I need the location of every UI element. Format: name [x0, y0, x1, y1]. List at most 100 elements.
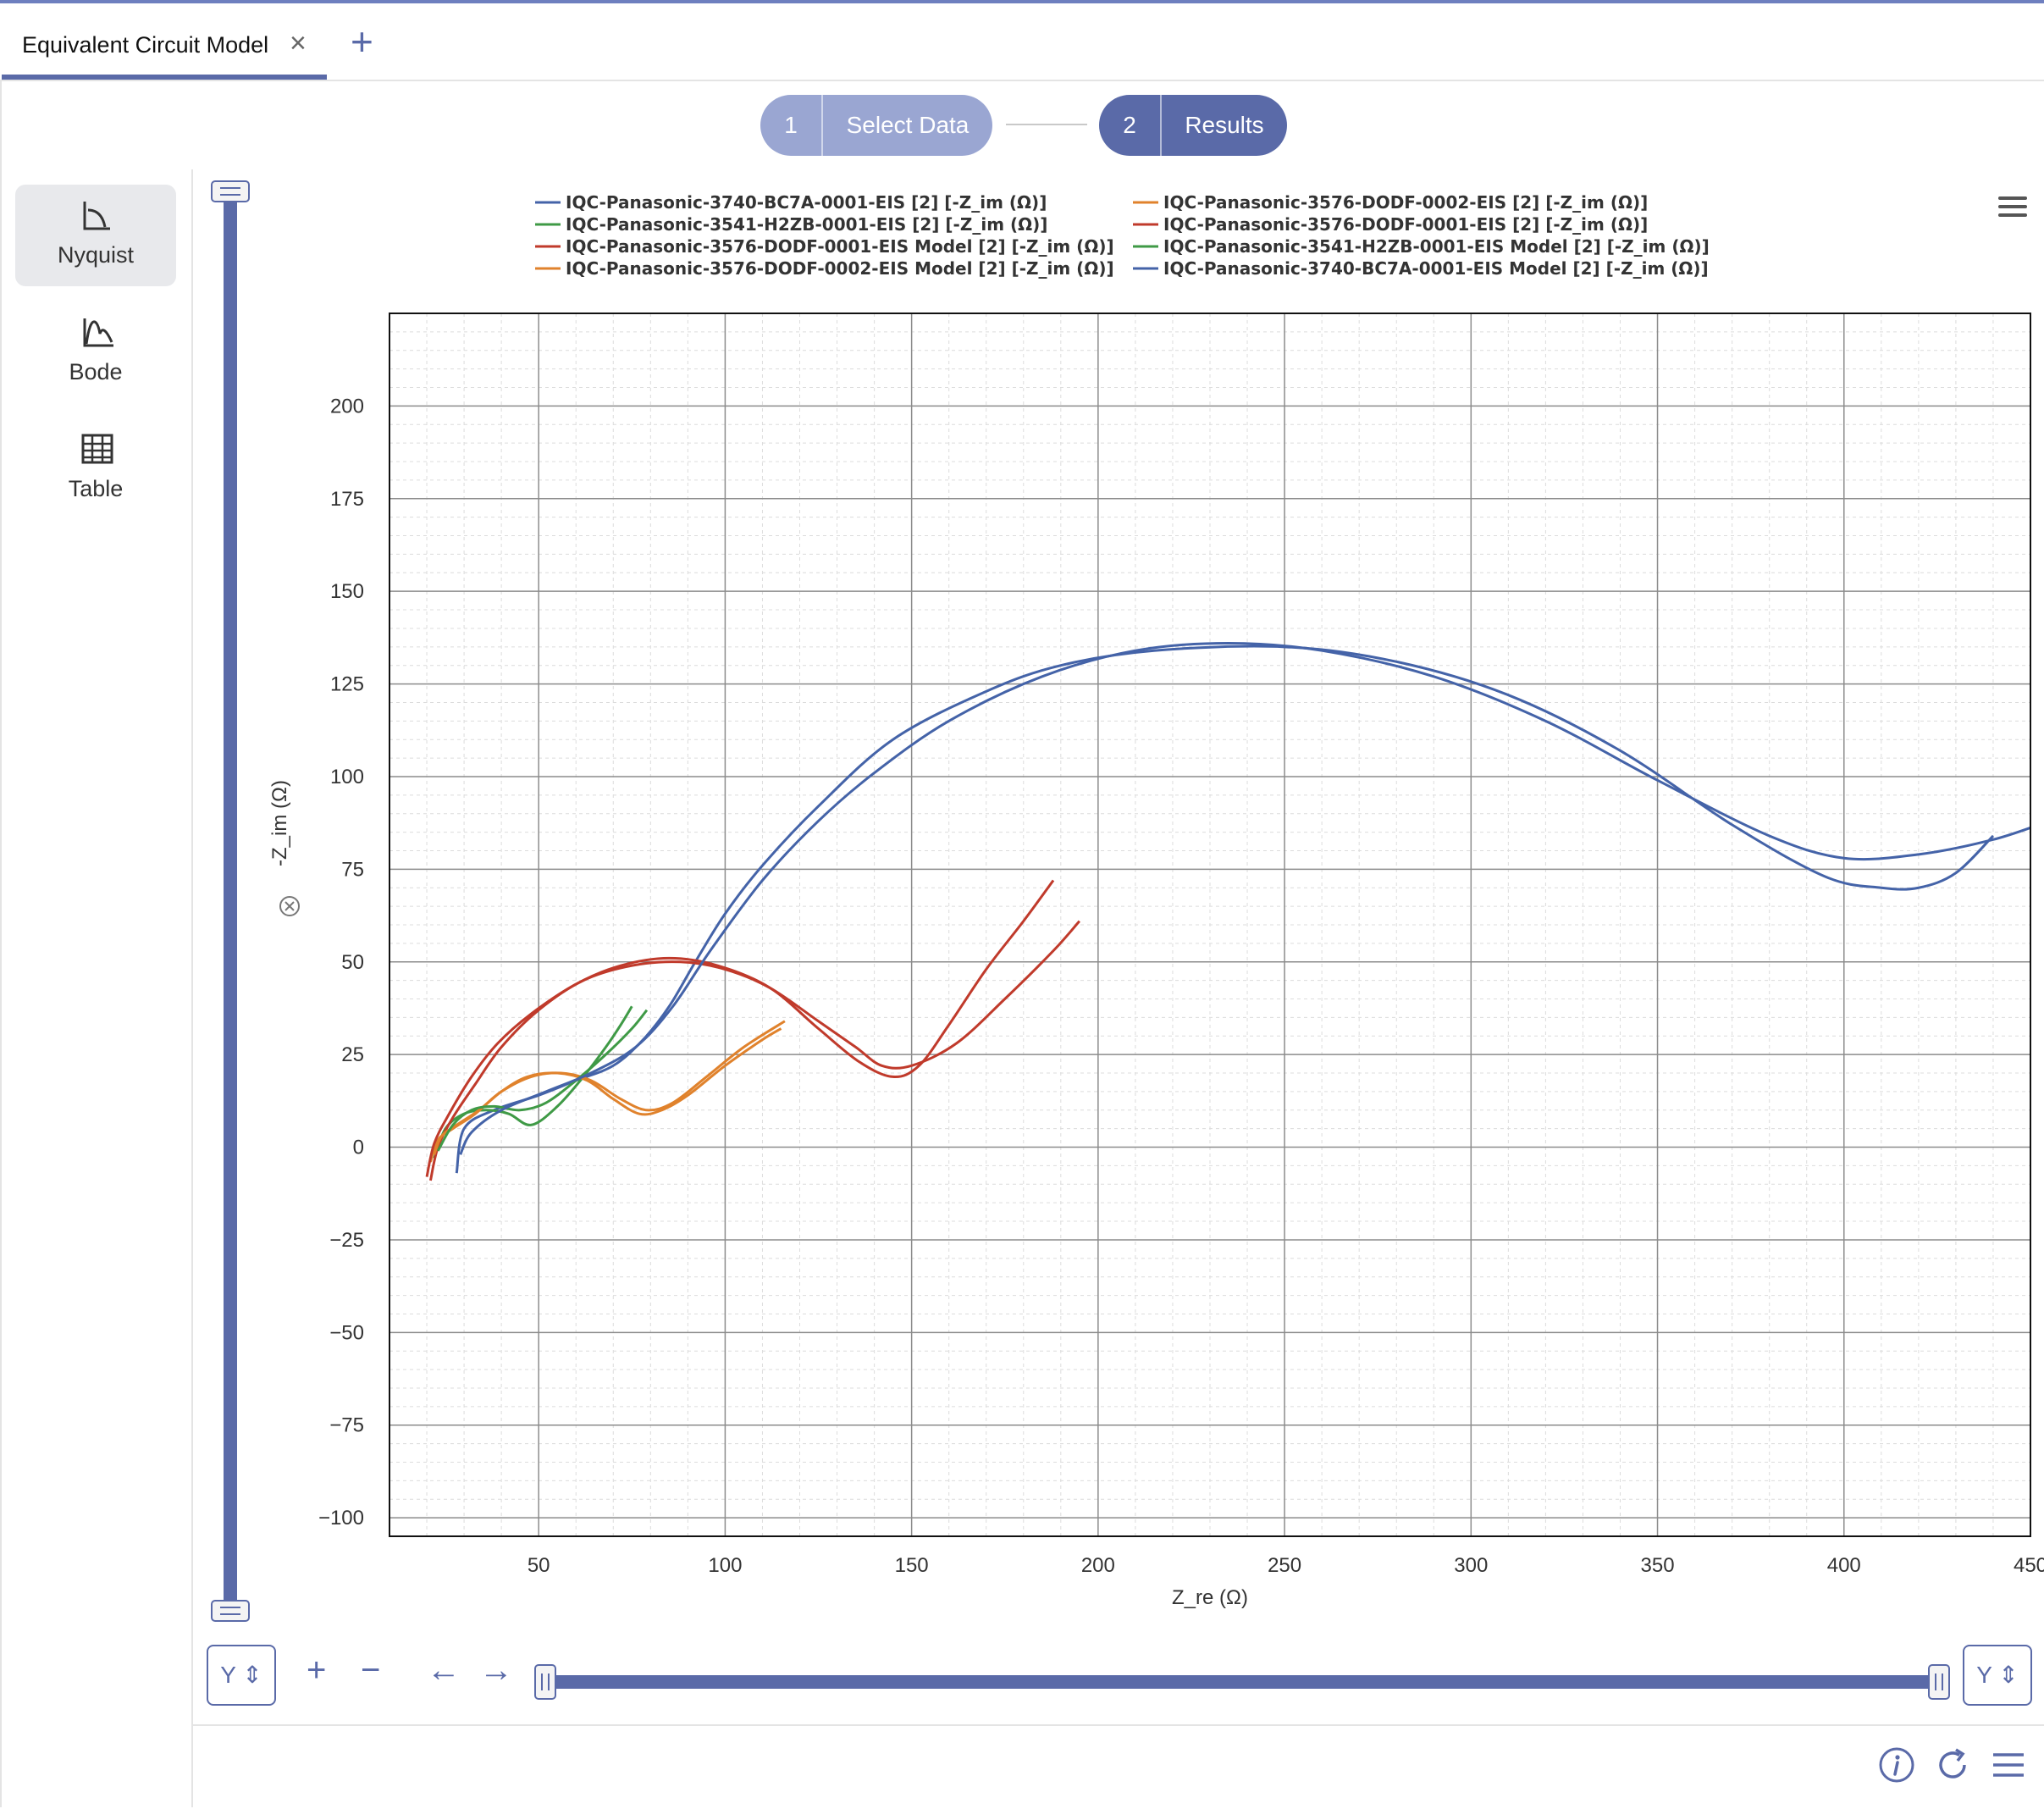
tab-label: Equivalent Circuit Model — [22, 32, 269, 58]
x-handle-body — [1928, 1664, 1950, 1700]
close-icon[interactable]: × — [290, 27, 307, 59]
sidebar-item-label: Bode — [69, 359, 123, 384]
series-line-7 — [459, 641, 2030, 1155]
x-range-slider[interactable] — [534, 1664, 1950, 1700]
zoom-out-button[interactable]: − — [361, 1651, 381, 1689]
chart-series — [425, 641, 2030, 1181]
tab-equivalent-circuit-model[interactable]: Equivalent Circuit Model × — [2, 7, 327, 80]
step-number: 2 — [1099, 95, 1162, 156]
bode-icon — [83, 318, 113, 347]
y-axis-label: -Z_im (Ω) — [268, 780, 291, 866]
y-select-label: Y — [220, 1662, 236, 1688]
legend-label: IQC-Panasonic-3576-DODF-0002-EIS [2] [-Z… — [1163, 192, 1648, 213]
step-select-data[interactable]: 1 Select Data — [760, 95, 992, 156]
x-tick-label: 100 — [708, 1554, 742, 1577]
x-tick-label: 150 — [895, 1554, 929, 1577]
legend-label: IQC-Panasonic-3740-BC7A-0001-EIS [2] [-Z… — [566, 192, 1047, 213]
y-handle-body — [211, 180, 250, 202]
legend-item[interactable]: IQC-Panasonic-3576-DODF-0002-EIS Model [… — [535, 258, 1114, 279]
y-axis-select-right[interactable]: Y ⇕ — [1963, 1645, 2032, 1706]
y-tick-label: 125 — [330, 673, 364, 696]
x-tick-label: 250 — [1268, 1554, 1301, 1577]
x-tick-label: 200 — [1081, 1554, 1115, 1577]
y-tick-label: −50 — [329, 1321, 364, 1344]
bottom-toolbar — [193, 1724, 2044, 1809]
sidebar-item-table[interactable]: Table — [15, 418, 176, 520]
series-line-4 — [429, 1027, 782, 1163]
y-handle-grip — [220, 1607, 240, 1615]
zoom-in-button[interactable]: + — [307, 1651, 327, 1689]
legend-label: IQC-Panasonic-3576-DODF-0002-EIS Model [… — [566, 258, 1114, 279]
legend-item[interactable]: IQC-Panasonic-3541-H2ZB-0001-EIS [2] [-Z… — [535, 214, 1047, 235]
menu-bar — [1998, 196, 2027, 200]
y-tick-label: 175 — [330, 488, 364, 511]
menu-bar — [1998, 213, 2027, 217]
y-tick-label: 200 — [330, 395, 364, 418]
view-sidebar: Nyquist Bode Table — [0, 169, 193, 1807]
reset-cross — [285, 901, 295, 911]
series-line-6 — [436, 1009, 649, 1152]
series-line-0 — [455, 644, 1995, 1174]
left-frame-border — [0, 80, 2, 1807]
step-number: 1 — [760, 95, 823, 156]
pan-right-button[interactable]: → — [479, 1651, 513, 1689]
x-slider-handle[interactable] — [534, 1664, 556, 1700]
y-handle-grip — [220, 187, 240, 196]
chart-grid — [389, 313, 2031, 1536]
y-slider-handle[interactable] — [211, 1600, 250, 1622]
nyquist-chart: IQC-Panasonic-3740-BC7A-0001-EIS [2] [-Z… — [211, 180, 2044, 1700]
y-slider-handle[interactable] — [211, 180, 250, 202]
x-slider-handle[interactable] — [1928, 1664, 1950, 1700]
tab-bar: Equivalent Circuit Model × + — [0, 3, 2044, 81]
y-tick-label: −25 — [329, 1229, 364, 1252]
reset-circle — [279, 896, 300, 916]
info-icon[interactable] — [1878, 1746, 1915, 1784]
sidebar-item-bode[interactable]: Bode — [15, 302, 176, 403]
table-icon — [81, 434, 113, 464]
y-handle-body — [211, 1600, 250, 1622]
y-slider-track — [224, 191, 237, 1611]
refresh-icon[interactable] — [1934, 1746, 1971, 1784]
legend-item[interactable]: IQC-Panasonic-3576-DODF-0002-EIS [2] [-Z… — [1133, 192, 1648, 213]
y-select-label: Y — [1976, 1662, 1992, 1688]
y-axis-select-left[interactable]: Y ⇕ — [207, 1645, 276, 1706]
sidebar-item-nyquist[interactable]: Nyquist — [15, 185, 176, 286]
x-tick-label: 400 — [1827, 1554, 1861, 1577]
step-results[interactable]: 2 Results — [1099, 95, 1287, 156]
y-tick-label: −75 — [329, 1414, 364, 1437]
legend-label: IQC-Panasonic-3576-DODF-0001-EIS Model [… — [566, 236, 1114, 257]
add-tab-icon[interactable]: + — [351, 19, 373, 64]
x-tick-label: 450 — [2014, 1554, 2044, 1577]
series-line-1 — [433, 1005, 633, 1159]
sidebar-item-label: Nyquist — [57, 242, 135, 268]
stepper-connector — [1006, 124, 1087, 125]
y-tick-label: 50 — [341, 951, 364, 974]
step-label: Results — [1185, 112, 1264, 138]
legend-item[interactable]: IQC-Panasonic-3576-DODF-0001-EIS [2] [-Z… — [1133, 214, 1648, 235]
y-tick-label: 150 — [330, 580, 364, 603]
y-range-slider[interactable] — [211, 180, 250, 1622]
x-handle-grip — [1935, 1673, 1943, 1690]
plot-frame — [389, 313, 2031, 1537]
nyquist-icon — [83, 202, 110, 230]
x-handle-body — [534, 1664, 556, 1700]
y-tick-label: 100 — [330, 766, 364, 788]
sidebar-item-label: Table — [68, 476, 124, 501]
legend-item[interactable]: IQC-Panasonic-3740-BC7A-0001-EIS [2] [-Z… — [535, 192, 1047, 213]
x-handle-grip — [541, 1673, 550, 1690]
legend-label: IQC-Panasonic-3541-H2ZB-0001-EIS Model [… — [1163, 236, 1710, 257]
x-tick-label: 350 — [1641, 1554, 1675, 1577]
x-axis-label: Z_re (Ω) — [1172, 1586, 1248, 1609]
chart-axes: 50 100 150 200 250 300 350 400 450 200 175 150 125 10… — [268, 313, 2044, 1609]
pan-left-button[interactable]: ← — [427, 1651, 461, 1689]
menu-icon[interactable] — [1990, 1746, 2027, 1784]
y-tick-label: −100 — [318, 1507, 364, 1530]
legend-item[interactable]: IQC-Panasonic-3576-DODF-0001-EIS Model [… — [535, 236, 1114, 257]
x-tick-label: 300 — [1454, 1554, 1488, 1577]
legend-item[interactable]: IQC-Panasonic-3541-H2ZB-0001-EIS Model [… — [1133, 236, 1710, 257]
top-accent-bar — [0, 0, 2044, 3]
x-tick-label: 50 — [528, 1554, 550, 1577]
legend-item[interactable]: IQC-Panasonic-3740-BC7A-0001-EIS Model [… — [1133, 258, 1709, 279]
y-tick-label: 25 — [341, 1043, 364, 1066]
chart-menu-icon[interactable] — [1998, 196, 2027, 217]
